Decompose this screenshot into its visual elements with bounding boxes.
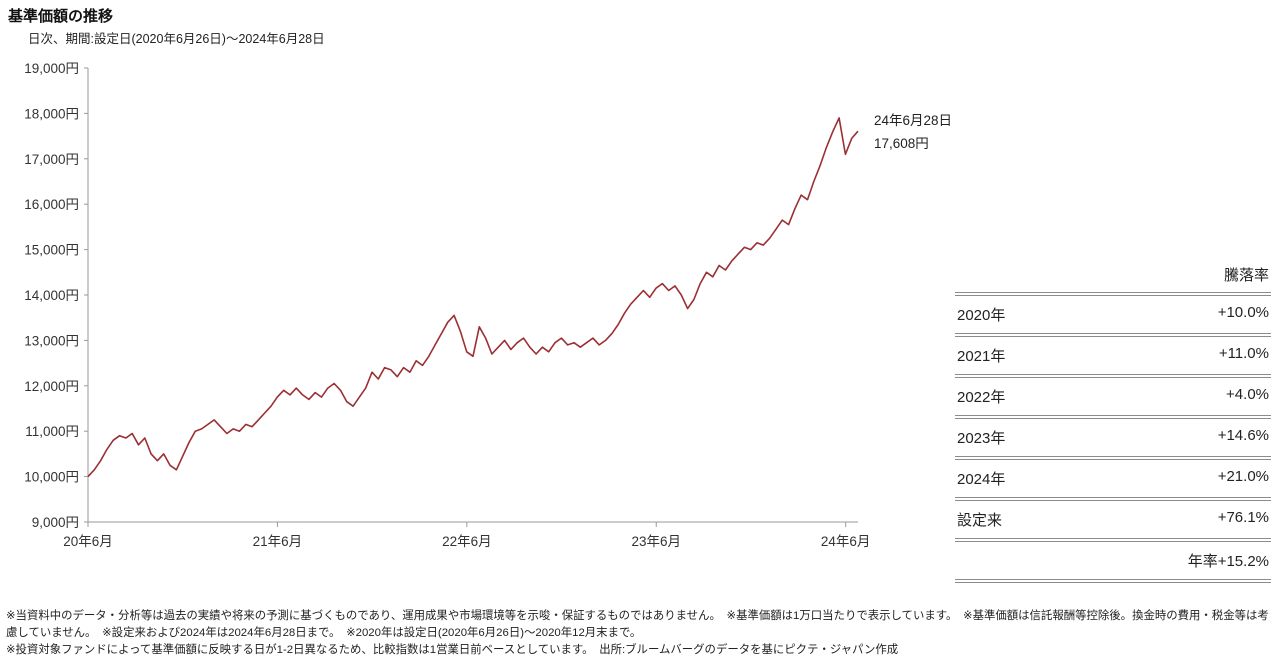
nav-series-line — [87, 117, 859, 478]
y-tick-label: 17,000円 — [24, 152, 79, 167]
y-tick-label: 18,000円 — [24, 106, 79, 121]
footnote-line: ※当資料中のデータ・分析等は過去の実績や将来の予測に基づくものであり、運用成果や… — [6, 610, 1269, 640]
x-tick-label: 24年6月 — [821, 534, 871, 549]
footnote-line: ※投資対象ファンドによって基準価額に反映する日が1-2日異なるため、比較指数は1… — [6, 644, 899, 657]
annual-rate-row: 年率+15.2% — [955, 538, 1271, 579]
x-tick-label: 22年6月 — [442, 534, 492, 549]
rate-row-value: +21.0% — [1217, 468, 1269, 485]
x-tick-label: 23年6月 — [631, 534, 681, 549]
rate-row-value: +76.1% — [1217, 509, 1269, 526]
page-title: 基準価額の推移 — [8, 8, 114, 25]
chart-subtitle: 日次、期間:設定日(2020年6月26日)〜2024年6月28日 — [28, 32, 325, 46]
footnotes: ※当資料中のデータ・分析等は過去の実績や将来の予測に基づくものであり、運用成果や… — [6, 608, 1276, 659]
rate-row-label: 2021年 — [957, 348, 1006, 365]
annual-rate-value: 年率+15.2% — [1187, 553, 1269, 570]
rate-row: 2023年 +14.6% — [955, 415, 1271, 456]
rate-row-label: 2020年 — [957, 307, 1006, 324]
rate-row-label: 2022年 — [957, 389, 1006, 406]
rate-row-label: 2023年 — [957, 430, 1006, 447]
rate-row: 2020年 +10.0% — [955, 292, 1271, 333]
y-tick-label: 14,000円 — [24, 288, 79, 303]
chart-annotation-date: 24年6月28日 — [874, 113, 950, 128]
rate-row-value: +10.0% — [1217, 304, 1269, 321]
y-tick-label: 19,000円 — [24, 61, 79, 76]
rate-row: 2024年 +21.0% — [955, 456, 1271, 497]
chart-annotation-value: 17,608円 — [874, 136, 929, 151]
rate-table-rows: 2020年 +10.0% 2021年 +11.0% 2022年 +4.0% 2023年 +14… — [955, 292, 1271, 538]
rate-row-label: 2024年 — [957, 471, 1006, 488]
rate-row-value: +11.0% — [1218, 345, 1269, 362]
rate-row: 2021年 +11.0% — [955, 333, 1271, 374]
y-tick-label: 11,000円 — [25, 424, 79, 439]
y-tick-label: 15,000円 — [24, 243, 79, 258]
rate-row-value: +4.0% — [1226, 386, 1269, 403]
rate-row: 設定来 +76.1% — [955, 497, 1271, 538]
y-tick-label: 9,000円 — [32, 515, 79, 530]
y-tick-label: 12,000円 — [24, 379, 79, 394]
rate-row: 2022年 +4.0% — [955, 374, 1271, 415]
rate-row-label: 設定来 — [957, 512, 1003, 529]
rate-table-header: 騰落率 — [1223, 267, 1269, 284]
y-tick-label: 16,000円 — [24, 197, 79, 212]
x-tick-label: 21年6月 — [253, 534, 303, 549]
x-tick-label: 20年6月 — [63, 534, 113, 549]
rate-row-value: +14.6% — [1217, 427, 1269, 444]
return-rate-table: 騰落率 2020年 +10.0% 2021年 +11.0% 2022年 +4.0% 2023… — [955, 262, 1271, 583]
nav-line-chart: 9,000円 10,000円 11,000円 12,000円 13,000円 14,000… — [24, 61, 952, 549]
y-tick-label: 10,000円 — [24, 470, 79, 485]
y-tick-label: 13,000円 — [24, 333, 79, 348]
chart-area: 9,000円 10,000円 11,000円 12,000円 13,000円 14,000… — [0, 48, 952, 573]
